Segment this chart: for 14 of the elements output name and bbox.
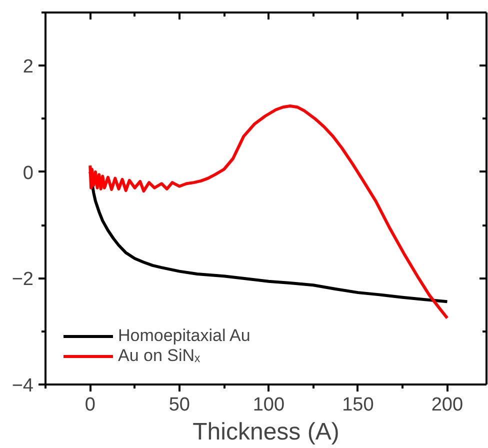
legend-label: Homoepitaxial Au	[118, 326, 250, 346]
x-tick-label: 100	[252, 394, 285, 416]
y-tick-label: −4	[12, 376, 34, 396]
y-tick-label: 0	[22, 162, 34, 184]
legend-label: Au on SiNₓ	[118, 346, 200, 366]
x-axis-title: Thickness (A)	[192, 418, 340, 446]
line-series	[88, 104, 449, 320]
y-tick-label: −2	[12, 269, 34, 290]
x-tick-label: 0	[84, 394, 96, 416]
line-series	[88, 170, 449, 304]
y-tick-label: 2	[22, 56, 34, 78]
x-tick-label: 50	[168, 394, 190, 416]
x-tick-label: 150	[342, 394, 374, 416]
x-tick-label: 200	[431, 394, 464, 416]
